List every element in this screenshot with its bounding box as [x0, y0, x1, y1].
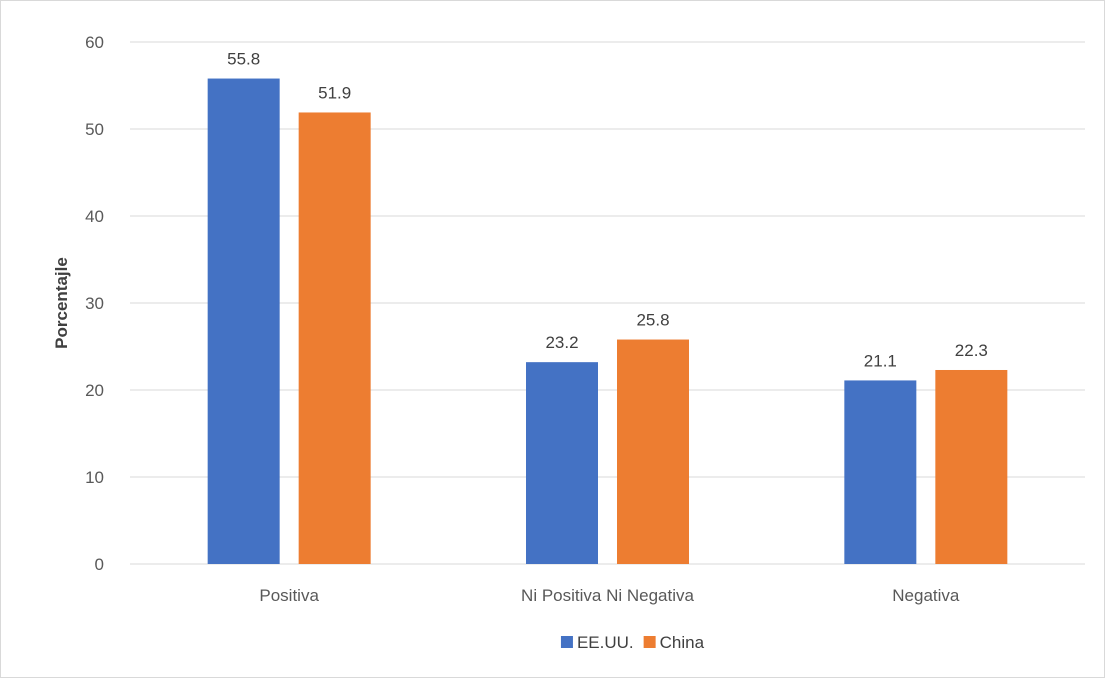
data-label: 22.3	[955, 341, 988, 360]
x-axis-ticks: Positiva Ni Positiva Ni Negativa Negativa	[259, 586, 960, 605]
bar-china-2	[935, 369, 1008, 564]
x-tick-label: Negativa	[892, 586, 960, 605]
bars	[207, 78, 1008, 564]
legend-swatch	[560, 636, 573, 648]
y-tick-label: 40	[85, 207, 104, 226]
bar-ee-uu--0	[207, 78, 280, 564]
y-axis-ticks: 0 10 20 30 40 50 60	[85, 33, 104, 574]
y-tick-label: 30	[85, 294, 104, 313]
legend-label: EE.UU.	[577, 633, 634, 652]
x-tick-label: Ni Positiva Ni Negativa	[521, 586, 694, 605]
legend: EE.UU. China	[560, 633, 705, 652]
data-label: 23.2	[545, 333, 578, 352]
bar-ee-uu--1	[526, 362, 598, 564]
data-label: 25.8	[636, 311, 669, 330]
legend-item: China	[643, 633, 705, 652]
gridlines	[130, 41, 1085, 565]
y-tick-label: 10	[85, 468, 104, 487]
y-tick-label: 20	[85, 381, 104, 400]
y-tick-label: 50	[85, 120, 104, 139]
legend-label: China	[660, 633, 705, 652]
x-tick-label: Positiva	[259, 586, 319, 605]
data-label: 55.8	[227, 50, 260, 69]
bar-china-1	[617, 339, 689, 564]
data-labels: 55.8 51.9 23.2 25.8 21.1 22.3	[227, 50, 988, 371]
y-tick-label: 60	[85, 33, 104, 52]
legend-swatch	[643, 636, 656, 648]
legend-item: EE.UU.	[560, 633, 634, 652]
data-label: 51.9	[318, 83, 351, 102]
y-axis-title: Porcentajle	[52, 257, 71, 349]
bar-china-0	[298, 112, 371, 564]
bar-ee-uu--2	[844, 380, 917, 564]
y-tick-label: 0	[95, 555, 104, 574]
data-label: 21.1	[864, 351, 897, 370]
